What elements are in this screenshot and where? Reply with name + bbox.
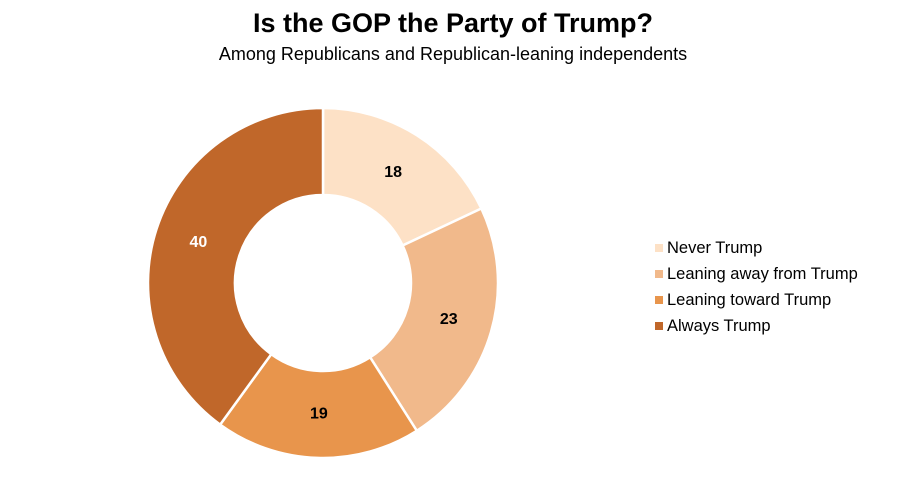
legend-item: Never Trump [655,235,858,261]
chart-title: Is the GOP the Party of Trump? [252,8,654,38]
legend-swatch [655,322,663,330]
slice-value-label: 18 [384,164,402,181]
slice-leaning-toward-trump [218,352,419,460]
legend-item: Always Trump [655,313,858,339]
slice-never-trump [321,106,484,248]
donut-labels: 18 23 19 40 [190,164,458,423]
legend-label: Never Trump [667,238,763,257]
chart-subtitle: Among Republicans and Republican-leaning… [218,44,688,64]
donut-slices [146,106,500,460]
legend-swatch [655,270,663,278]
slice-value-label: 23 [440,311,458,328]
chart-legend: Never Trump Leaning away from Trump Leanin… [655,235,858,339]
legend-item: Leaning away from Trump [655,261,858,287]
legend-swatch [655,296,663,304]
legend-label: Leaning toward Trump [667,290,832,309]
legend-label: Always Trump [667,316,771,335]
slice-leaning-away-from-trump [368,206,500,433]
legend-item: Leaning toward Trump [655,287,858,313]
slice-value-label: 19 [310,405,328,422]
slice-value-label: 40 [190,234,208,251]
legend-label: Leaning away from Trump [667,264,858,283]
slice-always-trump [146,106,325,427]
legend-swatch [655,244,663,252]
